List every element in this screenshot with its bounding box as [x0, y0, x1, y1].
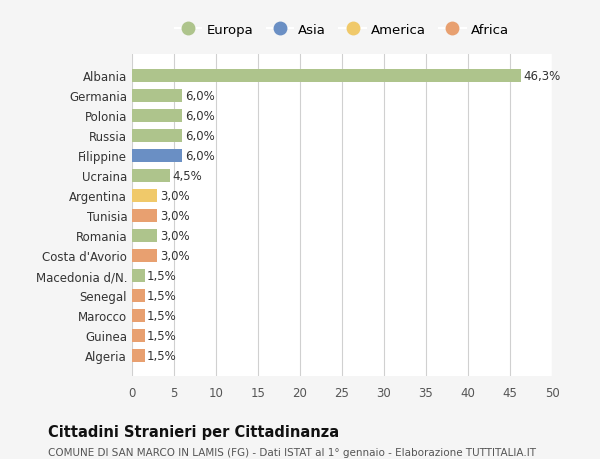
Bar	[132, 329, 145, 342]
Bar	[132, 70, 521, 83]
Bar	[132, 129, 182, 142]
Text: 4,5%: 4,5%	[172, 169, 202, 182]
Text: 1,5%: 1,5%	[147, 309, 177, 322]
Text: 6,0%: 6,0%	[185, 150, 215, 162]
Bar	[132, 110, 182, 123]
Text: 1,5%: 1,5%	[147, 329, 177, 342]
Text: 6,0%: 6,0%	[185, 90, 215, 103]
Bar	[132, 169, 170, 182]
Text: 1,5%: 1,5%	[147, 349, 177, 362]
Text: 3,0%: 3,0%	[160, 229, 190, 242]
Bar	[132, 309, 145, 322]
Text: 3,0%: 3,0%	[160, 189, 190, 202]
Bar	[132, 269, 145, 282]
Text: 3,0%: 3,0%	[160, 249, 190, 262]
Text: 1,5%: 1,5%	[147, 289, 177, 302]
Text: COMUNE DI SAN MARCO IN LAMIS (FG) - Dati ISTAT al 1° gennaio - Elaborazione TUTT: COMUNE DI SAN MARCO IN LAMIS (FG) - Dati…	[48, 448, 536, 458]
Text: 3,0%: 3,0%	[160, 209, 190, 222]
Bar	[132, 209, 157, 222]
Text: 46,3%: 46,3%	[523, 70, 560, 83]
Bar	[132, 349, 145, 362]
Text: 6,0%: 6,0%	[185, 110, 215, 123]
Text: Cittadini Stranieri per Cittadinanza: Cittadini Stranieri per Cittadinanza	[48, 425, 339, 440]
Bar	[132, 150, 182, 162]
Text: 6,0%: 6,0%	[185, 129, 215, 142]
Bar	[132, 189, 157, 202]
Bar	[132, 289, 145, 302]
Text: 1,5%: 1,5%	[147, 269, 177, 282]
Bar	[132, 229, 157, 242]
Bar	[132, 249, 157, 262]
Bar	[132, 90, 182, 102]
Legend: Europa, Asia, America, Africa: Europa, Asia, America, Africa	[171, 20, 513, 41]
